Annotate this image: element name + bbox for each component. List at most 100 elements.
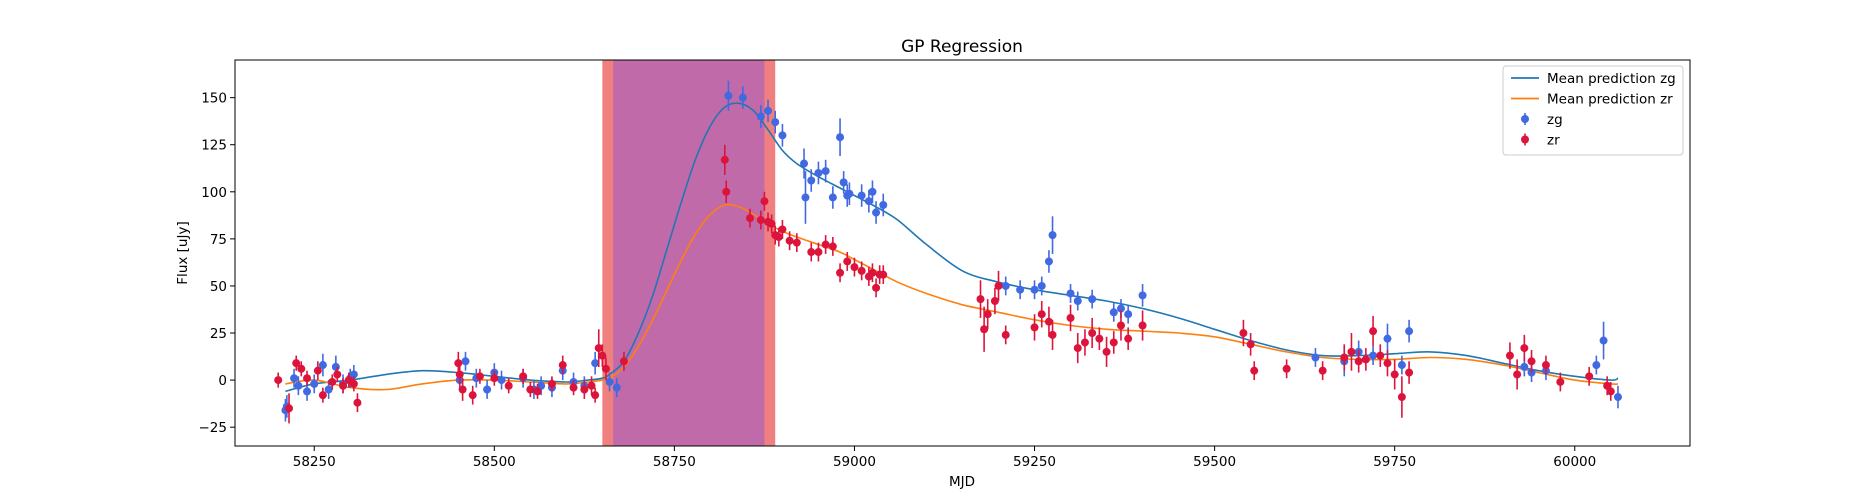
legend-box bbox=[1502, 65, 1684, 156]
x-tick-label: 59000 bbox=[833, 454, 876, 470]
zr-data-point bbox=[722, 187, 731, 196]
zg-data-point bbox=[1088, 295, 1097, 304]
x-tick-label: 59250 bbox=[1013, 454, 1056, 470]
zr-data-point bbox=[1116, 321, 1125, 330]
zr-data-point bbox=[339, 381, 348, 390]
zr-data-point bbox=[1102, 347, 1111, 356]
zr-data-point bbox=[601, 364, 610, 373]
zg-data-point bbox=[857, 191, 866, 200]
zr-data-point bbox=[1505, 351, 1514, 360]
zr-data-point bbox=[454, 359, 463, 368]
zr-data-point bbox=[598, 351, 607, 360]
zr-data-point bbox=[828, 242, 837, 251]
zg-data-point bbox=[836, 133, 845, 142]
zr-data-point bbox=[1376, 351, 1385, 360]
zr-data-point bbox=[792, 238, 801, 247]
zr-data-point bbox=[756, 216, 765, 225]
zg-data-point bbox=[1369, 351, 1378, 360]
zr-data-point bbox=[285, 404, 294, 413]
zg-data-point bbox=[872, 208, 881, 217]
zg-data-point bbox=[1066, 289, 1075, 298]
zg-data-point bbox=[1599, 336, 1608, 345]
zg-data-point bbox=[1383, 334, 1392, 343]
zr-data-point bbox=[558, 361, 567, 370]
x-axis-ticks: 58250 58500 58750 59000 59250 59500 59750 60000 bbox=[293, 446, 1596, 470]
y-tick-label: 150 bbox=[201, 91, 227, 107]
zr-data-point bbox=[1088, 329, 1097, 338]
plot-frame bbox=[234, 59, 1691, 447]
zr-data-point bbox=[1250, 366, 1259, 375]
zg-data-point bbox=[331, 362, 340, 371]
zr-data-point bbox=[994, 281, 1003, 290]
y-tick-label: 25 bbox=[210, 326, 227, 342]
zg-data-point bbox=[868, 187, 877, 196]
zg-data-point bbox=[483, 385, 492, 394]
zr-data-point bbox=[274, 376, 283, 385]
zr-data-point bbox=[580, 385, 589, 394]
zr-data-point bbox=[746, 214, 755, 223]
zr-data-point bbox=[569, 383, 578, 392]
zr-data-point bbox=[587, 381, 596, 390]
x-tick-label: 59500 bbox=[1193, 454, 1236, 470]
zg-data-point bbox=[349, 370, 358, 379]
zr-data-point bbox=[1527, 357, 1536, 366]
zr-data-point bbox=[1239, 329, 1248, 338]
zg-data-point bbox=[1405, 327, 1414, 336]
zg-data-point bbox=[1048, 231, 1057, 240]
zr-data-point bbox=[547, 379, 556, 388]
zg-data-point bbox=[605, 377, 614, 386]
zr-data-point bbox=[990, 297, 999, 306]
zr-data-point bbox=[814, 248, 823, 257]
zg-data-point bbox=[814, 168, 823, 177]
zg-data-point bbox=[764, 106, 773, 115]
zr-data-point bbox=[1361, 355, 1370, 364]
zg-data-point bbox=[801, 193, 810, 202]
zr-data-point bbox=[468, 391, 477, 400]
zg-data-point bbox=[879, 200, 888, 209]
zr-data-point bbox=[292, 359, 301, 368]
zg-data-point bbox=[1030, 285, 1039, 294]
zg-data-point bbox=[497, 376, 506, 385]
zr-data-point bbox=[1030, 323, 1039, 332]
x-tick-label: 60000 bbox=[1553, 454, 1596, 470]
zr-data-point bbox=[1513, 370, 1522, 379]
zg-data-point bbox=[1592, 361, 1601, 370]
zg-data-point bbox=[318, 361, 327, 370]
zg-data-point bbox=[807, 176, 816, 185]
zg-data-point bbox=[1044, 257, 1053, 266]
zr-data-point bbox=[1080, 338, 1089, 347]
zr-data-point bbox=[1109, 338, 1118, 347]
zg-data-point bbox=[1124, 310, 1133, 319]
zr-data-point bbox=[594, 344, 603, 353]
zr-data-point bbox=[1520, 344, 1529, 353]
y-axis-ticks: −25 0 25 50 75 100 125 150 bbox=[199, 91, 235, 436]
zg-data-point bbox=[612, 383, 621, 392]
zg-data-point bbox=[303, 387, 312, 396]
zr-data-point bbox=[843, 257, 852, 266]
zr-data-point bbox=[850, 263, 859, 272]
zg-data-point bbox=[1311, 353, 1320, 362]
zr-data-point bbox=[1066, 313, 1075, 322]
legend-marker-swatch bbox=[1521, 135, 1529, 144]
zr-data-point bbox=[1037, 310, 1046, 319]
zr-data-point bbox=[879, 270, 888, 279]
zr-data-point bbox=[720, 155, 729, 164]
zg-data-point bbox=[839, 178, 848, 187]
zr-data-point bbox=[760, 197, 769, 206]
zr-data-point bbox=[980, 325, 989, 334]
zr-data-point bbox=[1606, 387, 1615, 396]
zr-data-point bbox=[1347, 347, 1356, 356]
zr-data-point bbox=[807, 248, 816, 257]
zr-data-point bbox=[1318, 366, 1327, 375]
zg-data-point bbox=[771, 118, 780, 127]
zr-data-point bbox=[1138, 321, 1147, 330]
legend-label: Mean prediction zr bbox=[1547, 92, 1673, 108]
zg-data-point bbox=[1037, 281, 1046, 290]
zg-data-point bbox=[1613, 393, 1622, 402]
zr-data-point bbox=[857, 266, 866, 275]
zr-data-point bbox=[1073, 344, 1082, 353]
x-tick-label: 58750 bbox=[653, 454, 696, 470]
x-tick-label: 58250 bbox=[293, 454, 336, 470]
zr-data-point bbox=[1095, 334, 1104, 343]
